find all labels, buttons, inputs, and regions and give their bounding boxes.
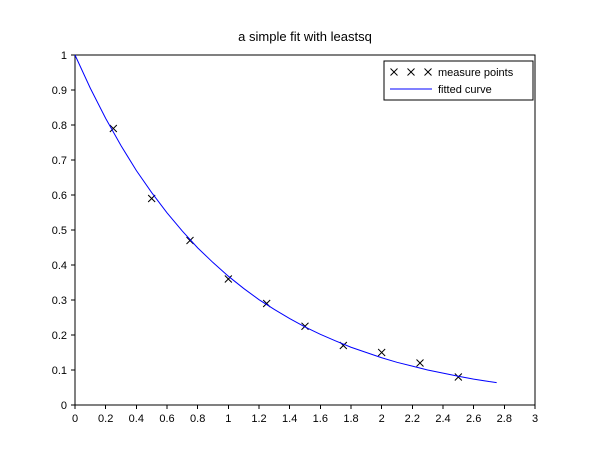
x-tick-label: 3	[532, 413, 538, 425]
y-tick-label: 1	[61, 50, 67, 62]
x-tick-label: 2.8	[497, 413, 512, 425]
measure-point-marker	[416, 359, 424, 367]
y-tick-label: 0.2	[52, 330, 67, 342]
y-tick-label: 0.7	[52, 155, 67, 167]
measure-point-marker	[262, 299, 271, 308]
y-tick-label: 0.3	[52, 295, 67, 307]
y-tick-label: 0.9	[52, 85, 67, 97]
legend-marker-sample	[424, 68, 432, 76]
legend-label: measure points	[438, 67, 514, 79]
legend-label: fitted curve	[438, 84, 492, 96]
chart-title: a simple fit with leastsq	[238, 29, 372, 44]
y-tick-label: 0.1	[52, 365, 67, 377]
x-tick-label: 2	[379, 413, 385, 425]
x-tick-label: 0.8	[190, 413, 205, 425]
y-tick-label: 0.6	[52, 190, 67, 202]
x-tick-label: 0.4	[129, 413, 144, 425]
measure-point-marker	[109, 124, 118, 133]
fitted-curve	[74, 54, 497, 384]
legend-marker-sample	[390, 68, 398, 76]
measure-point-marker	[224, 275, 233, 283]
x-tick-label: 2.2	[405, 413, 420, 425]
y-tick-label: 0.4	[52, 260, 67, 272]
legend-box	[383, 60, 534, 101]
x-tick-label: 1.8	[343, 413, 358, 425]
x-tick-label: 1.2	[251, 413, 266, 425]
x-tick-label: 1.6	[313, 413, 328, 425]
measure-point-marker	[377, 348, 386, 357]
measure-point-marker	[339, 341, 348, 350]
x-tick-label: 1	[225, 413, 231, 425]
y-tick-label: 0.8	[52, 120, 67, 132]
measure-point-marker	[454, 373, 463, 381]
x-tick-label: 1.4	[282, 413, 297, 425]
x-tick-label: 0.6	[159, 413, 174, 425]
plot-border	[74, 54, 536, 406]
x-tick-label: 0	[72, 413, 78, 425]
measure-point-marker	[301, 322, 309, 331]
y-tick-label: 0.5	[52, 225, 67, 237]
measure-point-marker	[186, 236, 194, 245]
x-tick-label: 0.2	[98, 413, 113, 425]
y-tick-label: 0	[61, 400, 67, 412]
legend-marker-sample	[407, 68, 415, 76]
x-tick-label: 2.4	[435, 413, 450, 425]
x-tick-label: 2.6	[466, 413, 481, 425]
